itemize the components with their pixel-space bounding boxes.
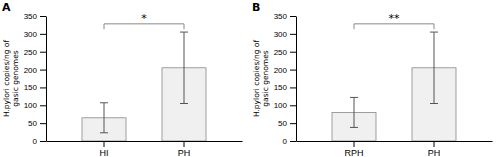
error-bar-cap	[430, 103, 438, 104]
y-tick-label: 50	[28, 119, 37, 128]
y-tick-label: 0	[283, 137, 288, 146]
significance-label: **	[389, 12, 401, 25]
y-tick-mark	[290, 16, 296, 17]
error-bar-stem	[434, 32, 435, 103]
y-tick: 200	[274, 66, 296, 75]
y-tick-mark	[40, 141, 46, 142]
y-tick-mark	[40, 52, 46, 53]
y-axis: 0 50 100 150 200 250 300 350	[24, 12, 47, 146]
y-tick: 200	[24, 66, 46, 75]
y-axis-line	[296, 17, 297, 142]
x-tick-mark	[184, 141, 185, 147]
plot-area	[82, 24, 206, 141]
panel: 0 50 100 150 200 250 300 350 HI PH * H.pylori copie…	[2, 1, 243, 157]
y-tick-mark	[40, 87, 46, 88]
panel-title: A	[2, 1, 11, 14]
x-tick-label: PH	[428, 148, 441, 157]
x-tick-mark	[434, 141, 435, 147]
y-axis-title-line: gasic genomes	[261, 50, 270, 106]
significance-label: *	[141, 12, 147, 25]
error-bar-cap	[350, 127, 358, 128]
x-axis-line	[297, 141, 493, 142]
chart: 0 50 100 150 200 250 300 350 HI PH * H.pylori copie…	[0, 0, 500, 157]
y-tick-label: 150	[24, 83, 38, 92]
y-tick-label: 350	[24, 12, 38, 21]
panel-title: B	[252, 1, 260, 14]
y-tick: 300	[24, 30, 46, 39]
error-bar	[180, 32, 188, 103]
x-tick: RPH	[344, 141, 363, 157]
y-tick-label: 200	[24, 66, 38, 75]
y-axis-title: H.pylori copies/ng ofgasic genomes	[2, 40, 20, 117]
y-tick-mark	[290, 105, 296, 106]
error-bar	[430, 32, 438, 103]
x-tick: HI	[100, 141, 109, 157]
x-axis: HI PH	[47, 141, 243, 157]
y-tick: 100	[24, 101, 46, 110]
panel: 0 50 100 150 200 250 300 350 RPH PH ** H.pylori cop…	[252, 1, 493, 157]
y-tick-mark	[290, 141, 296, 142]
error-bar-stem	[104, 103, 105, 133]
y-tick-mark	[290, 123, 296, 124]
y-tick: 150	[274, 83, 296, 92]
error-bar-cap	[350, 97, 358, 98]
y-tick: 0	[283, 137, 296, 146]
plot-area	[332, 24, 456, 141]
y-tick-mark	[40, 105, 46, 106]
error-bar-cap	[100, 132, 108, 133]
y-tick: 0	[33, 137, 46, 146]
y-tick: 150	[24, 83, 46, 92]
error-bar	[100, 103, 108, 133]
x-axis-line	[47, 141, 243, 142]
y-tick-mark	[40, 70, 46, 71]
y-tick-mark	[40, 34, 46, 35]
y-tick-label: 300	[24, 30, 38, 39]
y-axis-line	[46, 17, 47, 142]
x-tick-label: HI	[100, 148, 109, 157]
y-tick-label: 50	[278, 119, 287, 128]
x-tick-label: PH	[178, 148, 191, 157]
y-tick: 100	[274, 101, 296, 110]
y-axis-title-line: gasic genomes	[11, 50, 20, 106]
error-bar-cap	[100, 102, 108, 103]
y-tick: 50	[28, 119, 46, 128]
error-bar-cap	[430, 32, 438, 33]
error-bar-cap	[180, 103, 188, 104]
y-tick-label: 200	[274, 66, 288, 75]
x-tick-label: RPH	[344, 148, 363, 157]
error-bar	[350, 97, 358, 127]
y-tick: 50	[278, 119, 296, 128]
x-tick: PH	[178, 141, 191, 157]
y-tick: 250	[24, 48, 46, 57]
y-axis: 0 50 100 150 200 250 300 350	[274, 12, 297, 146]
y-tick: 350	[274, 12, 296, 21]
y-tick-mark	[290, 52, 296, 53]
y-tick: 250	[274, 48, 296, 57]
y-tick-mark	[40, 16, 46, 17]
error-bar-stem	[354, 97, 355, 127]
y-tick-label: 0	[33, 137, 38, 146]
x-tick-mark	[354, 141, 355, 147]
x-tick-mark	[104, 141, 105, 147]
y-tick-label: 250	[274, 48, 288, 57]
y-tick-label: 100	[274, 101, 288, 110]
y-tick-label: 250	[24, 48, 38, 57]
error-bar-stem	[184, 32, 185, 103]
y-tick-mark	[290, 87, 296, 88]
x-tick: PH	[428, 141, 441, 157]
y-tick-mark	[40, 123, 46, 124]
y-tick-label: 150	[274, 83, 288, 92]
y-tick-mark	[290, 70, 296, 71]
y-axis-title: H.pylori copies/ng ofgasic genomes	[252, 40, 270, 117]
y-tick-label: 100	[24, 101, 38, 110]
y-tick-mark	[290, 34, 296, 35]
y-tick-label: 350	[274, 12, 288, 21]
error-bar-cap	[180, 32, 188, 33]
y-tick: 300	[274, 30, 296, 39]
y-tick-label: 300	[274, 30, 288, 39]
y-tick: 350	[24, 12, 46, 21]
x-axis: RPH PH	[297, 141, 493, 157]
